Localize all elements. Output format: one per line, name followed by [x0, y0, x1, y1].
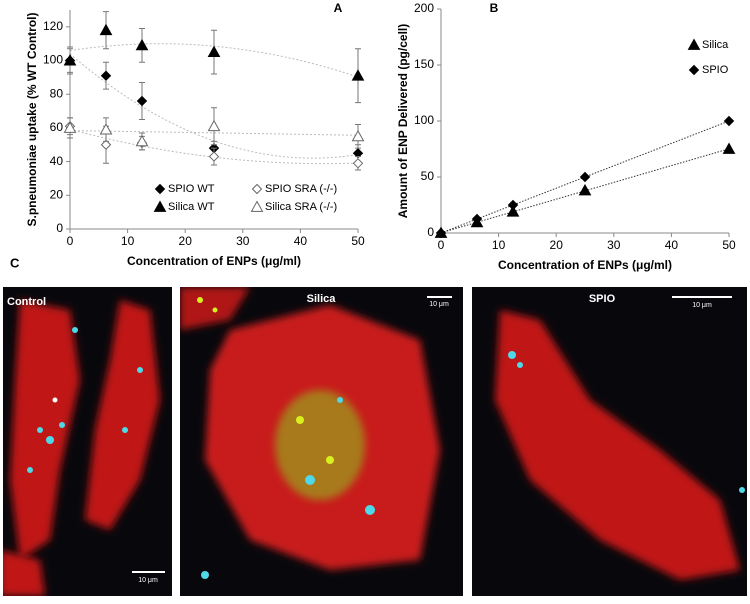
x-axis-label: Concentration of ENPs (μg/ml) [127, 254, 301, 268]
marker [722, 142, 736, 154]
marker [135, 38, 149, 51]
microscopy: C Control 10 μm Silica 10 μm SPIO 10 μm [3, 255, 747, 596]
x-tick-label: 20 [179, 234, 193, 248]
y-tick-label: 20 [50, 187, 64, 201]
trendline [440, 120, 730, 234]
x-axis-label: Concentration of ENPs (μg/ml) [498, 258, 672, 272]
legend-label: Silica SRA (-/-) [265, 201, 337, 213]
y-tick-label: 100 [414, 113, 434, 127]
x-tick-label: 50 [351, 234, 365, 248]
legend-label: SPIO SRA (-/-) [265, 183, 337, 195]
x-tick-label: 10 [492, 238, 506, 252]
y-tick-label: 120 [43, 19, 63, 33]
scale-bars [132, 296, 732, 573]
y-tick-label: 60 [50, 120, 64, 134]
y-tick-label: 50 [421, 169, 435, 183]
trendline [69, 128, 359, 165]
legend-marker [251, 183, 263, 195]
legend-marker [153, 200, 167, 212]
image-label: Silica [307, 293, 337, 305]
marker [208, 151, 220, 162]
marker [135, 134, 149, 147]
x-tick-label: 40 [665, 238, 679, 252]
marker [352, 158, 364, 169]
x-tick-label: 0 [438, 238, 445, 252]
x-tick-label: 30 [607, 238, 621, 252]
image-label: Control [7, 296, 46, 308]
legend-label: Silica [702, 39, 729, 51]
x-tick-label: 0 [67, 234, 74, 248]
y-tick-label: 40 [50, 154, 64, 168]
y-tick-label: 0 [427, 225, 434, 239]
cells [495, 310, 745, 580]
marker [723, 115, 735, 127]
marker [579, 171, 591, 183]
marker [506, 205, 520, 217]
image-label: SPIO [589, 293, 616, 305]
x-tick-label: 50 [722, 238, 736, 252]
marker [471, 213, 483, 225]
marker [435, 227, 447, 239]
y-tick-label: 100 [43, 53, 63, 67]
panel-label: C [10, 255, 20, 270]
marker [99, 23, 113, 36]
scale-label: 10 μm [138, 577, 158, 584]
x-tick-label: 40 [294, 234, 308, 248]
panel-label: B [490, 1, 499, 15]
legend-marker [688, 64, 700, 76]
marker [136, 95, 148, 107]
marker [63, 54, 77, 66]
scale-label: 10 μm [429, 301, 449, 308]
marker [100, 70, 112, 81]
marker [100, 139, 112, 150]
y-tick-label: 150 [414, 57, 434, 71]
marker [351, 129, 365, 142]
legend-label: SPIO [702, 64, 729, 76]
legend-marker [154, 183, 166, 195]
marker [63, 121, 77, 133]
marker [578, 183, 592, 196]
x-tick-label: 20 [550, 238, 564, 252]
cells [3, 300, 160, 596]
y-axis-label: S.pneumoniae uptake (% WT Control) [25, 12, 39, 226]
marker [207, 119, 221, 132]
x-tick-label: 10 [121, 234, 135, 248]
panel-label: A [334, 1, 343, 15]
marker [207, 45, 221, 58]
x-tick-label: 30 [236, 234, 250, 248]
scale-label: 10 μm [692, 302, 712, 309]
y-tick-label: 200 [414, 1, 434, 15]
marker [507, 199, 519, 211]
marker [351, 69, 365, 81]
y-tick-label: 80 [50, 86, 64, 100]
legend-label: Silica WT [168, 201, 215, 213]
y-axis-label: Amount of ENP Delivered (pg/cell) [396, 24, 410, 218]
legend-marker [687, 38, 701, 50]
marker [99, 123, 113, 135]
cells [180, 287, 440, 579]
legend-marker [250, 200, 264, 212]
legend-label: SPIO WT [168, 183, 215, 195]
y-tick-label: 0 [56, 221, 63, 235]
